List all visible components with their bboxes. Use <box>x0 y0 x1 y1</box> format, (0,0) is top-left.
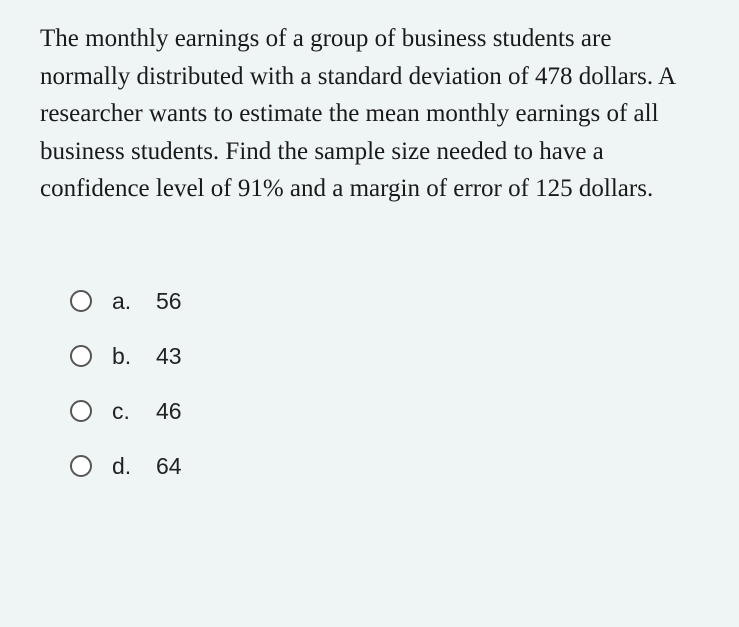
option-b[interactable]: b. 43 <box>70 343 699 370</box>
radio-icon[interactable] <box>70 345 92 367</box>
radio-icon[interactable] <box>70 290 92 312</box>
options-group: a. 56 b. 43 c. 46 d. 64 <box>40 288 699 480</box>
option-letter: c. <box>112 398 144 425</box>
option-value: 56 <box>156 288 182 315</box>
option-value: 46 <box>156 398 182 425</box>
radio-icon[interactable] <box>70 400 92 422</box>
radio-icon[interactable] <box>70 455 92 477</box>
option-d[interactable]: d. 64 <box>70 453 699 480</box>
option-value: 43 <box>156 343 182 370</box>
option-value: 64 <box>156 453 182 480</box>
option-a[interactable]: a. 56 <box>70 288 699 315</box>
question-text: The monthly earnings of a group of busin… <box>40 20 699 208</box>
option-letter: b. <box>112 343 144 370</box>
option-c[interactable]: c. 46 <box>70 398 699 425</box>
option-letter: a. <box>112 288 144 315</box>
option-letter: d. <box>112 453 144 480</box>
